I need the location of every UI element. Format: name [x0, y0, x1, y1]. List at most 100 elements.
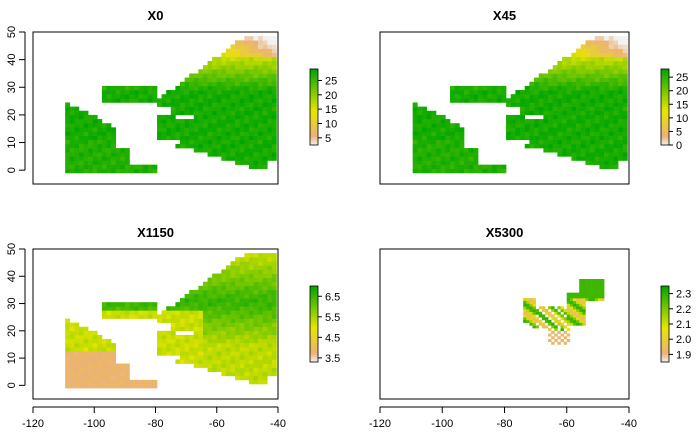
raster-cell	[532, 306, 536, 310]
raster-cell	[258, 306, 263, 311]
legend-segment	[661, 99, 669, 102]
raster-cell	[157, 347, 162, 352]
raster-cell	[193, 77, 199, 83]
raster-cell	[235, 347, 241, 352]
raster-cell	[101, 367, 107, 373]
raster-cell	[253, 343, 259, 348]
raster-cell	[538, 314, 543, 318]
raster-cell	[253, 85, 259, 91]
raster-cell	[569, 295, 574, 299]
raster-cell	[244, 343, 250, 348]
legend-segment	[661, 101, 669, 104]
raster-cell	[563, 319, 568, 323]
raster-cell	[618, 152, 624, 157]
raster-cell	[230, 363, 236, 368]
raster-cell	[253, 379, 259, 385]
raster-cell	[248, 367, 254, 373]
raster-cell	[267, 347, 273, 352]
raster-cell	[115, 152, 121, 157]
raster-cell	[608, 131, 614, 136]
legend-segment	[310, 110, 318, 114]
raster-cell	[594, 110, 600, 116]
raster-cell	[202, 281, 208, 287]
raster-cell	[221, 334, 227, 340]
raster-cell	[258, 160, 263, 165]
raster-cell	[538, 102, 544, 107]
legend-tick-label: 2.2	[676, 304, 691, 316]
raster-cell	[180, 355, 185, 360]
raster-cell	[78, 343, 84, 348]
raster-cell	[198, 119, 204, 124]
raster-cell	[258, 318, 263, 323]
raster-cell	[548, 114, 554, 120]
raster-cell	[225, 330, 231, 336]
raster-cell	[608, 152, 614, 157]
raster-cell	[101, 164, 107, 170]
raster-cell	[221, 90, 227, 95]
raster-cell	[198, 131, 204, 136]
raster-cell	[65, 334, 71, 340]
raster-cell	[212, 314, 218, 319]
raster-cell	[422, 131, 427, 136]
raster-cell	[106, 339, 112, 344]
raster-cell	[88, 164, 94, 170]
raster-cell	[464, 148, 470, 153]
raster-cell	[212, 114, 218, 120]
raster-cell	[604, 106, 610, 112]
raster-cell	[216, 351, 222, 356]
raster-cell	[548, 102, 554, 107]
raster-cell	[184, 123, 190, 128]
raster-cell	[244, 143, 250, 149]
raster-cell	[124, 94, 130, 99]
raster-cell	[189, 322, 195, 328]
raster-cell	[267, 257, 273, 262]
raster-cell	[501, 85, 507, 91]
raster-cell	[92, 375, 98, 381]
raster-cell	[248, 306, 254, 311]
raster-cell	[622, 106, 628, 112]
raster-cell	[412, 102, 418, 107]
raster-cell	[101, 351, 107, 356]
raster-cell	[189, 143, 195, 149]
raster-cell	[253, 310, 259, 315]
raster-cell	[230, 52, 236, 58]
raster-cell	[473, 168, 479, 174]
raster-cell	[618, 123, 624, 128]
raster-cell	[600, 289, 605, 293]
raster-cell	[618, 139, 624, 145]
raster-cell	[492, 85, 498, 91]
raster-cell	[566, 90, 572, 95]
raster-cell	[563, 309, 568, 313]
legend-segment	[661, 91, 669, 95]
raster-cell	[431, 148, 437, 153]
raster-cell	[253, 261, 259, 266]
raster-cell	[431, 110, 437, 116]
raster-cell	[426, 152, 432, 157]
y-tick-label: 10	[6, 136, 18, 148]
raster-cell	[557, 73, 563, 78]
raster-cell	[454, 131, 460, 136]
raster-cell	[212, 322, 218, 328]
raster-cell	[585, 279, 589, 283]
raster-cell	[459, 135, 465, 141]
raster-cell	[572, 322, 577, 326]
raster-cell	[618, 102, 624, 107]
raster-cell	[74, 164, 80, 170]
raster-cell	[134, 164, 139, 170]
raster-cell	[175, 123, 181, 128]
raster-cell	[473, 152, 479, 157]
raster-cell	[576, 90, 582, 95]
raster-cell	[134, 306, 139, 311]
raster-cell	[74, 106, 80, 112]
raster-cell	[184, 139, 190, 145]
raster-cell	[622, 127, 628, 132]
legend-segment	[661, 76, 669, 79]
raster-cell	[161, 330, 167, 336]
raster-cell	[69, 363, 75, 368]
raster-cell	[580, 114, 586, 120]
raster-cell	[189, 94, 195, 99]
x-tick-label: -100	[431, 418, 453, 430]
raster-cell	[180, 322, 185, 328]
raster-cell	[253, 65, 259, 70]
raster-cell	[111, 148, 116, 153]
